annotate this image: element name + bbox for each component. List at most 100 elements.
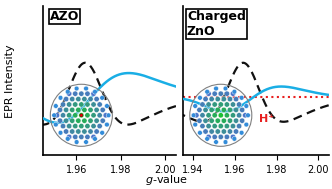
- Circle shape: [65, 89, 70, 94]
- Circle shape: [221, 129, 226, 134]
- Circle shape: [218, 134, 223, 139]
- Circle shape: [88, 118, 93, 123]
- Circle shape: [66, 91, 72, 96]
- Circle shape: [88, 96, 93, 102]
- Circle shape: [94, 118, 99, 123]
- Circle shape: [236, 102, 242, 107]
- Circle shape: [203, 107, 208, 112]
- Circle shape: [66, 134, 72, 139]
- Circle shape: [214, 86, 218, 91]
- Circle shape: [76, 96, 81, 102]
- Circle shape: [224, 102, 229, 107]
- Circle shape: [230, 134, 236, 139]
- Circle shape: [63, 96, 69, 102]
- Circle shape: [82, 96, 87, 102]
- Circle shape: [85, 91, 90, 96]
- Circle shape: [91, 134, 96, 139]
- Circle shape: [209, 96, 214, 102]
- Circle shape: [57, 107, 63, 112]
- Circle shape: [227, 129, 233, 134]
- Circle shape: [230, 113, 236, 118]
- Circle shape: [53, 122, 58, 127]
- Circle shape: [233, 129, 239, 134]
- Circle shape: [203, 129, 208, 134]
- Circle shape: [227, 107, 233, 112]
- Circle shape: [239, 107, 245, 112]
- Circle shape: [197, 107, 202, 112]
- Circle shape: [91, 113, 96, 118]
- Circle shape: [224, 123, 229, 129]
- Circle shape: [198, 95, 202, 100]
- Circle shape: [198, 130, 202, 135]
- Circle shape: [232, 89, 237, 94]
- Circle shape: [88, 107, 93, 112]
- Circle shape: [57, 118, 63, 123]
- Circle shape: [73, 134, 78, 139]
- Circle shape: [65, 136, 70, 141]
- Circle shape: [197, 118, 202, 123]
- Circle shape: [244, 104, 249, 108]
- Circle shape: [212, 134, 217, 139]
- Circle shape: [205, 136, 209, 141]
- Circle shape: [84, 86, 88, 91]
- Circle shape: [224, 113, 229, 118]
- Circle shape: [63, 129, 69, 134]
- Circle shape: [223, 86, 228, 91]
- Circle shape: [94, 96, 99, 102]
- Circle shape: [85, 113, 90, 118]
- Circle shape: [84, 140, 88, 144]
- Circle shape: [209, 129, 214, 134]
- Circle shape: [218, 91, 223, 96]
- Circle shape: [70, 107, 75, 112]
- Circle shape: [239, 130, 244, 135]
- Circle shape: [200, 102, 205, 107]
- Circle shape: [93, 136, 97, 141]
- Text: AZO: AZO: [50, 10, 79, 23]
- Circle shape: [73, 123, 78, 129]
- Circle shape: [85, 102, 90, 107]
- Circle shape: [76, 129, 81, 134]
- Circle shape: [100, 130, 105, 135]
- Circle shape: [66, 113, 72, 118]
- Circle shape: [73, 91, 78, 96]
- Circle shape: [76, 118, 81, 123]
- Circle shape: [100, 107, 105, 112]
- Circle shape: [53, 104, 58, 108]
- Circle shape: [79, 123, 84, 129]
- Circle shape: [91, 91, 96, 96]
- Circle shape: [82, 107, 87, 112]
- Circle shape: [70, 96, 75, 102]
- Circle shape: [233, 107, 239, 112]
- Circle shape: [194, 113, 199, 118]
- Circle shape: [193, 104, 198, 108]
- Circle shape: [106, 113, 111, 118]
- Circle shape: [218, 123, 223, 129]
- Circle shape: [66, 102, 72, 107]
- Circle shape: [206, 102, 211, 107]
- Text: H⁺: H⁺: [259, 114, 274, 124]
- Circle shape: [54, 113, 59, 118]
- Circle shape: [205, 89, 209, 94]
- Circle shape: [223, 140, 228, 144]
- Circle shape: [214, 140, 218, 144]
- Circle shape: [224, 91, 229, 96]
- Circle shape: [191, 113, 196, 118]
- Circle shape: [206, 113, 211, 118]
- Circle shape: [236, 113, 242, 118]
- Circle shape: [206, 134, 211, 139]
- Circle shape: [236, 123, 242, 129]
- Circle shape: [212, 91, 217, 96]
- Circle shape: [82, 118, 87, 123]
- Circle shape: [91, 102, 96, 107]
- Circle shape: [221, 96, 226, 102]
- Circle shape: [209, 107, 214, 112]
- Circle shape: [215, 129, 220, 134]
- Circle shape: [243, 113, 248, 118]
- Circle shape: [74, 86, 79, 91]
- Circle shape: [52, 113, 56, 118]
- Circle shape: [221, 118, 226, 123]
- Circle shape: [94, 129, 99, 134]
- Circle shape: [79, 134, 84, 139]
- Circle shape: [230, 91, 236, 96]
- Circle shape: [73, 102, 78, 107]
